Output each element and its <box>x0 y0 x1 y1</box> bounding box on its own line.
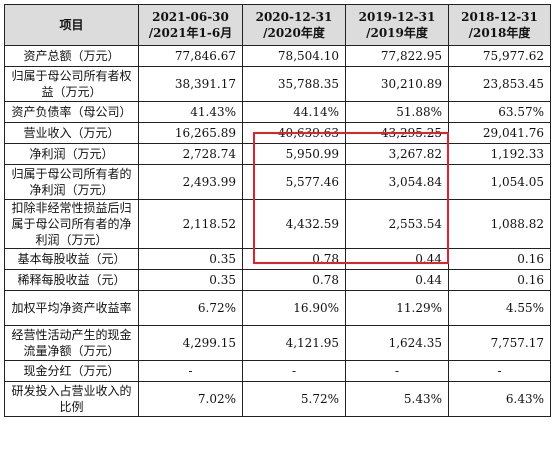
table-cell: 0.44 <box>345 269 449 291</box>
table-cell: 7,757.17 <box>448 325 551 361</box>
table-cell: 44.14% <box>242 101 346 123</box>
header-period-2020: 2020-12-31/2020年度 <box>242 4 346 46</box>
table-cell: 4,432.59 <box>242 199 346 249</box>
table-cell: 0.78 <box>242 248 346 270</box>
table-header: 项目 2021-06-30/2021年1-6月 2020-12-31/2020年… <box>4 4 551 46</box>
table-cell: 5,950.99 <box>242 143 346 165</box>
table-cell: 4,121.95 <box>242 325 346 361</box>
table-body: 资产总额（万元） 77,846.67 78,504.10 77,822.95 7… <box>4 45 551 417</box>
table-cell: 29,041.76 <box>448 122 551 144</box>
table-cell: 51.88% <box>345 101 449 123</box>
table-row: 资产负债率（母公司） 41.43% 44.14% 51.88% 63.57% <box>4 101 551 123</box>
table-cell: 16,265.89 <box>138 122 243 144</box>
table-cell: 0.44 <box>345 248 449 270</box>
table-cell: 0.78 <box>242 269 346 291</box>
row-label-equity: 归属于母公司所有者权益（万元） <box>4 66 139 102</box>
financial-data-table: 项目 2021-06-30/2021年1-6月 2020-12-31/2020年… <box>4 4 551 417</box>
table-cell: 2,118.52 <box>138 199 243 249</box>
table-cell: 43,295.25 <box>345 122 449 144</box>
table-cell: 0.35 <box>138 269 243 291</box>
header-item: 项目 <box>4 4 139 46</box>
table-cell: 41.43% <box>138 101 243 123</box>
row-label-operating-cash-flow: 经营性活动产生的现金流量净额（万元） <box>4 325 139 361</box>
table-cell: 2,728.74 <box>138 143 243 165</box>
table-cell: 0.35 <box>138 248 243 270</box>
row-label-adjusted-net-profit: 扣除非经常性损益后归属于母公司所有者的净利润（万元） <box>4 199 139 249</box>
table-row: 扣除非经常性损益后归属于母公司所有者的净利润（万元） 2,118.52 4,43… <box>4 199 551 249</box>
table-cell: 78,504.10 <box>242 45 346 67</box>
table-cell: 1,624.35 <box>345 325 449 361</box>
table-cell: 75,977.62 <box>448 45 551 67</box>
table-cell: 2,553.54 <box>345 199 449 249</box>
table-cell: 4.55% <box>448 290 551 326</box>
table-cell: 40,639.63 <box>242 122 346 144</box>
table-cell: 1,088.82 <box>448 199 551 249</box>
row-label-debt-ratio: 资产负债率（母公司） <box>4 101 139 123</box>
table-row: 加权平均净资产收益率 6.72% 16.90% 11.29% 4.55% <box>4 290 551 326</box>
table-cell: 35,788.35 <box>242 66 346 102</box>
table-row: 稀释每股收益（元） 0.35 0.78 0.44 0.16 <box>4 269 551 291</box>
table-cell: 23,853.45 <box>448 66 551 102</box>
table-row: 现金分红（万元） - - - - <box>4 360 551 382</box>
row-label-roe: 加权平均净资产收益率 <box>4 290 139 326</box>
table-row: 资产总额（万元） 77,846.67 78,504.10 77,822.95 7… <box>4 45 551 67</box>
table-cell: 1,192.33 <box>448 143 551 165</box>
table-cell: 77,846.67 <box>138 45 243 67</box>
table-cell: 5.72% <box>242 381 346 417</box>
header-period-2018: 2018-12-31/2018年度 <box>448 4 551 46</box>
table-cell: - <box>345 360 449 382</box>
table-cell: 16.90% <box>242 290 346 326</box>
row-label-rd-ratio: 研发投入占营业收入的比例 <box>4 381 139 417</box>
table-row: 经营性活动产生的现金流量净额（万元） 4,299.15 4,121.95 1,6… <box>4 325 551 361</box>
row-label-diluted-eps: 稀释每股收益（元） <box>4 269 139 291</box>
row-label-revenue: 营业收入（万元） <box>4 122 139 144</box>
table-cell: 2,493.99 <box>138 164 243 200</box>
table-cell: 7.02% <box>138 381 243 417</box>
table-row: 基本每股收益（元） 0.35 0.78 0.44 0.16 <box>4 248 551 270</box>
row-label-total-assets: 资产总额（万元） <box>4 45 139 67</box>
table-cell: 0.16 <box>448 269 551 291</box>
table-cell: 11.29% <box>345 290 449 326</box>
table-cell: 6.72% <box>138 290 243 326</box>
header-period-2019: 2019-12-31/2019年度 <box>345 4 449 46</box>
header-period-2021h1: 2021-06-30/2021年1-6月 <box>138 4 243 46</box>
table-cell: 4,299.15 <box>138 325 243 361</box>
table-cell: 5,577.46 <box>242 164 346 200</box>
table-cell: 3,054.84 <box>345 164 449 200</box>
row-label-basic-eps: 基本每股收益（元） <box>4 248 139 270</box>
table-row: 净利润（万元） 2,728.74 5,950.99 3,267.82 1,192… <box>4 143 551 165</box>
table-cell: 6.43% <box>448 381 551 417</box>
table-row: 营业收入（万元） 16,265.89 40,639.63 43,295.25 2… <box>4 122 551 144</box>
table-cell: 30,210.89 <box>345 66 449 102</box>
table-cell: 3,267.82 <box>345 143 449 165</box>
table-cell: 77,822.95 <box>345 45 449 67</box>
table-row: 归属于母公司所有者权益（万元） 38,391.17 35,788.35 30,2… <box>4 66 551 102</box>
table-cell: 1,054.05 <box>448 164 551 200</box>
table-cell: 0.16 <box>448 248 551 270</box>
row-label-cash-dividend: 现金分红（万元） <box>4 360 139 382</box>
row-label-net-profit: 净利润（万元） <box>4 143 139 165</box>
table-cell: 38,391.17 <box>138 66 243 102</box>
table-cell: - <box>448 360 551 382</box>
table-cell: - <box>138 360 243 382</box>
table-cell: 5.43% <box>345 381 449 417</box>
table-row: 研发投入占营业收入的比例 7.02% 5.72% 5.43% 6.43% <box>4 381 551 417</box>
row-label-parent-net-profit: 归属于母公司所有者的净利润（万元） <box>4 164 139 200</box>
table-cell: - <box>242 360 346 382</box>
table-cell: 63.57% <box>448 101 551 123</box>
table-row: 归属于母公司所有者的净利润（万元） 2,493.99 5,577.46 3,05… <box>4 164 551 200</box>
